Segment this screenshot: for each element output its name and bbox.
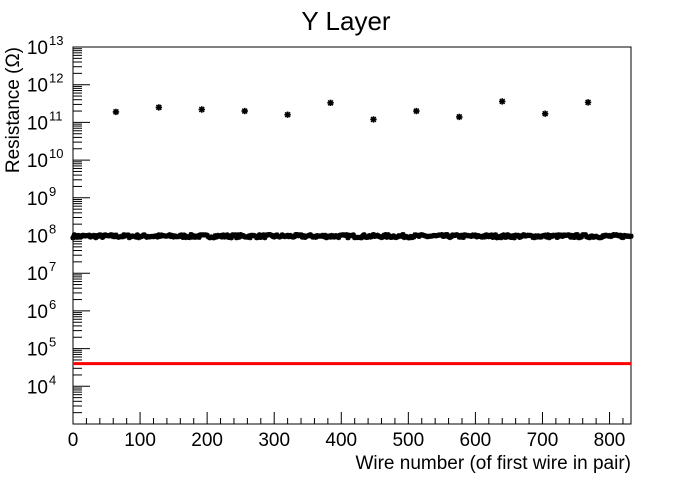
- y-tick-label: 10 5: [27, 335, 56, 361]
- y-tick-label: 10 9: [27, 184, 56, 210]
- y-tick-base: 10: [27, 151, 48, 172]
- y-tick-base: 10: [27, 189, 48, 210]
- data-point-high: [413, 107, 420, 115]
- x-tick-label: 300: [258, 430, 290, 451]
- data-point-nominal: [187, 234, 193, 241]
- data-point-nominal: [260, 232, 267, 238]
- data-point-nominal: [188, 231, 194, 238]
- x-axis-ticks: 0 100 200 300 400 500 600 700 800: [68, 412, 626, 451]
- data-point-high: [284, 111, 291, 118]
- x-tick-label: 100: [124, 430, 156, 451]
- x-tick-label: 500: [392, 430, 424, 451]
- data-point-nominal: [628, 233, 634, 239]
- data-point-nominal: [574, 232, 580, 238]
- y-tick-label: 10 4: [27, 372, 56, 398]
- y-tick-label: 10 7: [27, 259, 56, 285]
- y-tick-label: 10 12: [27, 71, 64, 97]
- x-tick-label: 800: [594, 430, 626, 451]
- y-tick-label: 10 8: [27, 222, 56, 248]
- data-point-nominal: [545, 232, 551, 238]
- data-point-nominal: [196, 234, 202, 240]
- y-tick-exponent: 4: [49, 372, 56, 387]
- data-point-nominal: [125, 232, 131, 238]
- x-axis-label: Wire number (of first wire in pair): [355, 453, 631, 473]
- y-tick-exponent: 11: [49, 108, 63, 123]
- data-point-nominal: [70, 235, 76, 241]
- y-axis-label: Resistance (Ω): [3, 47, 24, 173]
- chart-title: Y Layer: [301, 6, 390, 36]
- data-point-nominal: [255, 234, 261, 241]
- data-point-nominal: [179, 232, 185, 238]
- y-tick-label: 10 13: [27, 33, 64, 59]
- data-point-high: [241, 107, 248, 115]
- data-point-nominal: [224, 232, 230, 238]
- y-tick-base: 10: [27, 227, 48, 248]
- y-tick-exponent: 5: [49, 335, 56, 350]
- x-tick-label: 0: [68, 430, 79, 451]
- data-point-high: [327, 99, 334, 107]
- data-point-nominal: [400, 231, 406, 238]
- y-tick-exponent: 7: [49, 259, 56, 274]
- y-tick-label: 10 11: [27, 108, 63, 134]
- data-point-nominal: [234, 235, 240, 241]
- data-point-nominal: [460, 234, 466, 241]
- data-point-nominal: [572, 234, 578, 240]
- data-point-high: [499, 98, 506, 105]
- y-tick-exponent: 10: [49, 146, 63, 161]
- data-point-nominal: [511, 235, 517, 241]
- data-point-nominal: [344, 232, 350, 238]
- y-tick-exponent: 13: [49, 33, 63, 48]
- data-point-high: [370, 116, 377, 123]
- data-point-nominal: [382, 232, 389, 238]
- x-tick-label: 700: [527, 430, 559, 451]
- data-point-nominal: [384, 234, 390, 240]
- data-point-high: [584, 99, 592, 106]
- y-tick-base: 10: [27, 76, 48, 97]
- y-tick-exponent: 9: [49, 184, 56, 199]
- data-point-nominal: [350, 232, 356, 238]
- y-tick-base: 10: [27, 340, 48, 361]
- y-tick-base: 10: [27, 38, 48, 59]
- data-point-nominal: [134, 232, 140, 238]
- y-tick-exponent: 6: [49, 297, 56, 312]
- data-point-high: [112, 108, 120, 116]
- x-tick-label: 200: [191, 430, 223, 451]
- y-tick-base: 10: [27, 264, 48, 285]
- data-point-high: [456, 113, 463, 121]
- y-tick-label: 10 6: [27, 297, 56, 323]
- y-tick-label: 10 10: [27, 146, 64, 172]
- data-point-nominal: [232, 232, 238, 238]
- x-tick-label: 600: [460, 430, 492, 451]
- data-point-high: [155, 104, 163, 111]
- x-tick-label: 400: [325, 430, 357, 451]
- data-point-high: [541, 110, 549, 117]
- y-tick-exponent: 8: [49, 222, 56, 237]
- data-point-nominal: [256, 232, 263, 238]
- y-tick-exponent: 12: [49, 71, 63, 86]
- data-point-high: [198, 106, 205, 113]
- data-point-nominal: [262, 235, 268, 241]
- y-tick-base: 10: [27, 302, 48, 323]
- data-point-nominal: [236, 234, 242, 240]
- y-tick-base: 10: [27, 377, 48, 398]
- points-layer: [70, 98, 634, 241]
- data-point-nominal: [554, 234, 560, 241]
- data-point-nominal: [228, 235, 234, 241]
- y-tick-base: 10: [27, 113, 48, 134]
- data-point-nominal: [492, 232, 499, 238]
